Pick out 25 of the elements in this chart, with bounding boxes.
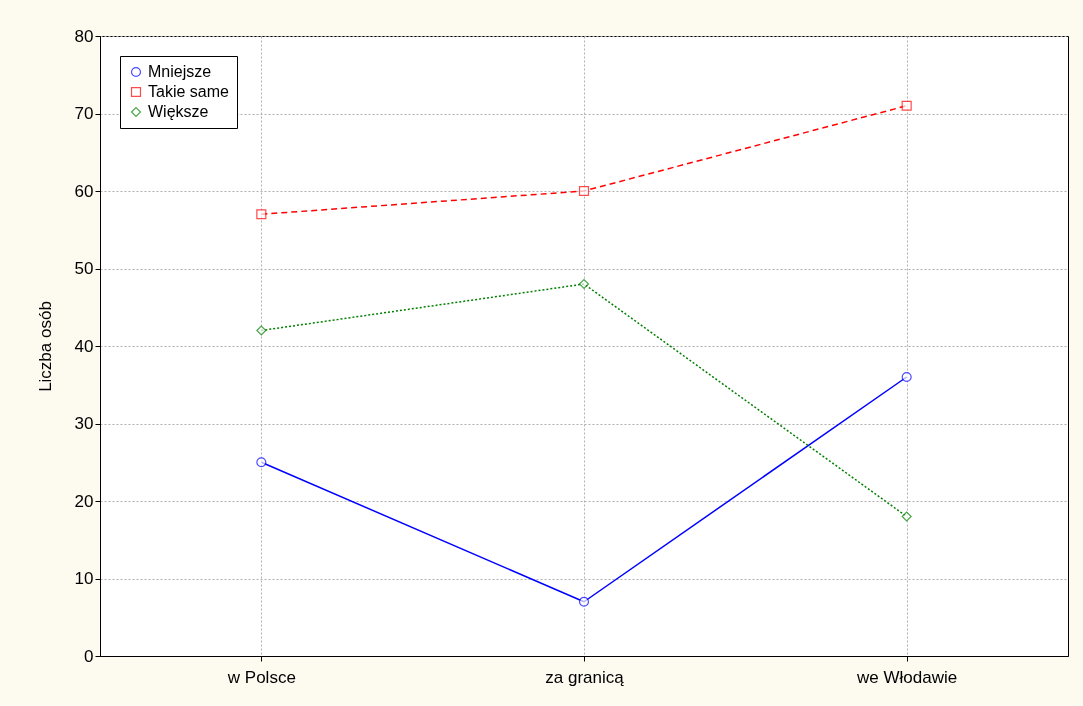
x-tick-label: w Polsce bbox=[226, 667, 296, 687]
y-tick-label: 60 bbox=[74, 181, 94, 201]
y-tick-label: 80 bbox=[74, 26, 94, 46]
y-tick-label: 50 bbox=[74, 259, 94, 278]
x-tick-label: we Włodawie bbox=[856, 667, 958, 687]
legend-label: Większe bbox=[148, 103, 209, 120]
y-tick-label: 70 bbox=[74, 104, 94, 123]
point bbox=[256, 457, 267, 468]
point bbox=[578, 185, 590, 197]
point bbox=[256, 325, 267, 336]
point bbox=[578, 596, 590, 607]
y-tick-label: 20 bbox=[74, 491, 94, 511]
point bbox=[256, 209, 267, 220]
x-tick-label: za granicą bbox=[545, 667, 625, 687]
point bbox=[901, 511, 912, 522]
point bbox=[901, 371, 912, 383]
legend-label: Mniejsze bbox=[148, 63, 212, 80]
y-tick-label: 30 bbox=[74, 414, 94, 433]
y-tick-label: 10 bbox=[74, 569, 94, 588]
y-tick-label: 40 bbox=[74, 336, 94, 356]
y-tick-label: 0 bbox=[84, 646, 94, 666]
legend-label: Takie same bbox=[148, 83, 230, 100]
point bbox=[901, 100, 912, 111]
y-axis-title: Liczba osób bbox=[35, 301, 55, 392]
point bbox=[578, 278, 590, 290]
